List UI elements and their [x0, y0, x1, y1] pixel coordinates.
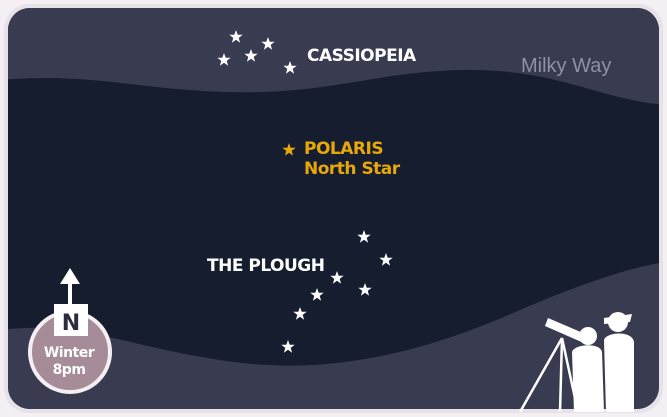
- polaris-subtitle: North Star: [304, 159, 401, 179]
- milky-way-label: Milky Way: [521, 55, 611, 77]
- compass-time: 8pm: [53, 362, 86, 378]
- stargazers: [518, 312, 634, 413]
- milky-way-band: [8, 8, 659, 105]
- compass-season: Winter: [44, 345, 95, 361]
- polaris-label: POLARIS: [304, 139, 383, 159]
- cassiopeia-label: CASSIOPEIA: [307, 46, 417, 66]
- hill: [8, 262, 659, 409]
- compass-direction: N: [62, 311, 80, 336]
- plough-label: THE PLOUGH: [207, 256, 324, 276]
- compass: N Winter 8pm: [28, 268, 112, 394]
